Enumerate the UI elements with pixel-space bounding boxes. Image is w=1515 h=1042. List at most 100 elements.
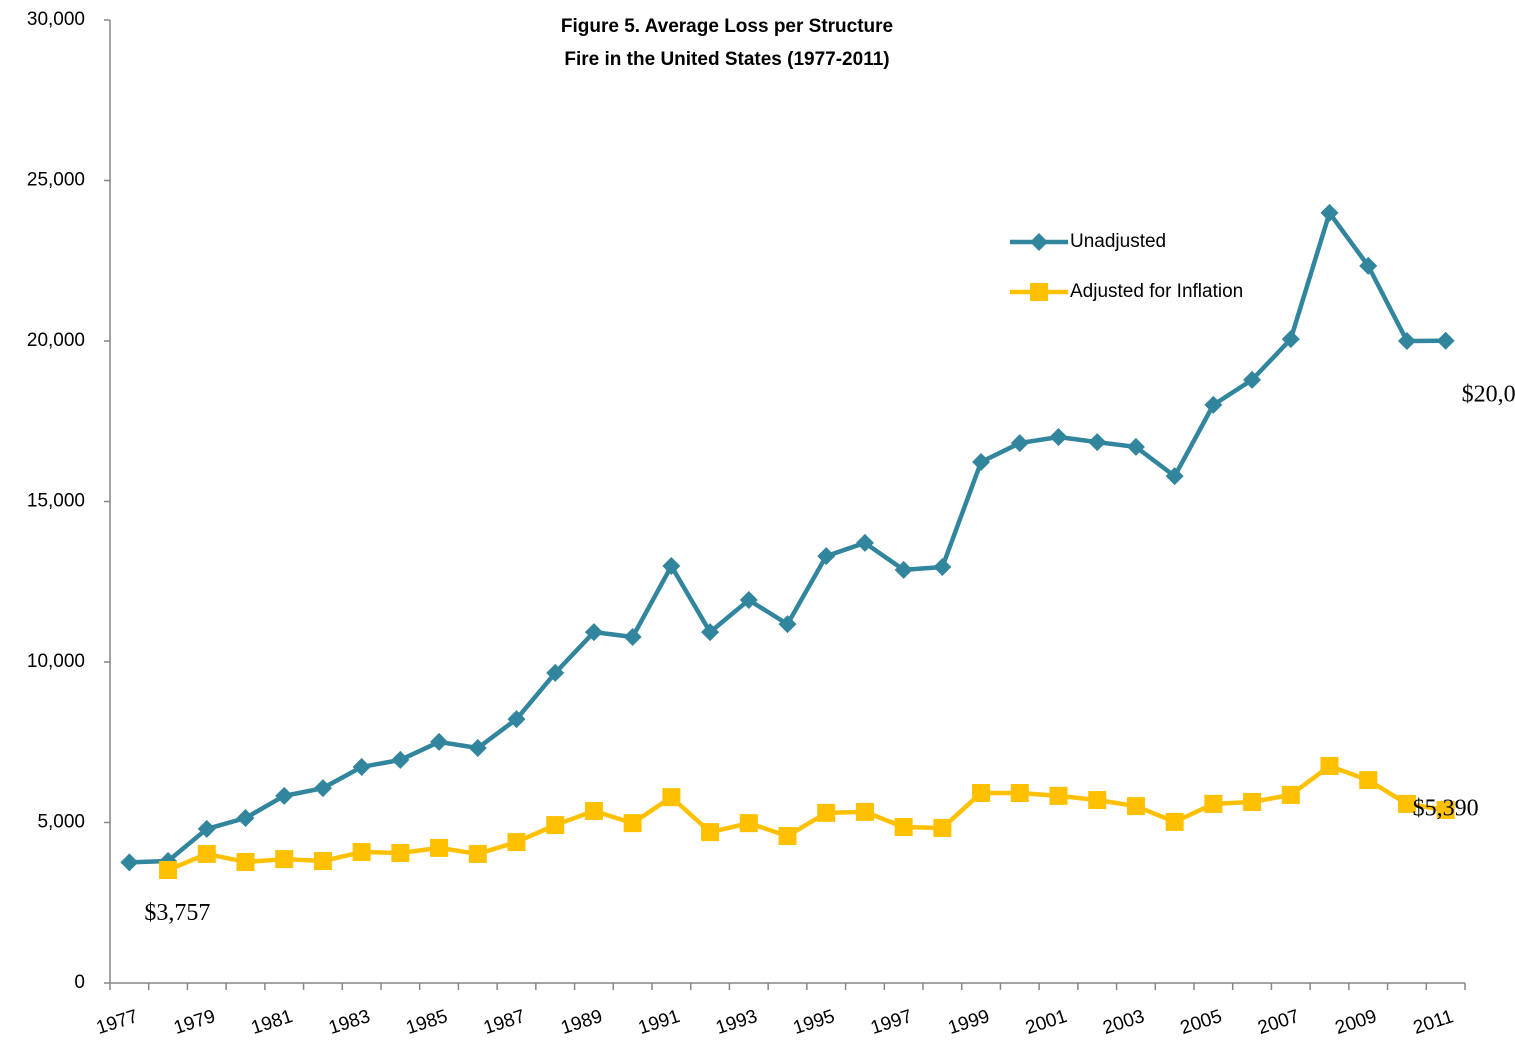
x-tick-label: 1987	[481, 1006, 528, 1039]
marker	[313, 852, 332, 871]
marker	[1126, 437, 1145, 456]
marker	[507, 833, 526, 852]
x-tick-label: 2003	[1100, 1006, 1147, 1039]
marker	[584, 623, 603, 642]
x-tick-label: 2007	[1255, 1006, 1302, 1039]
series-line	[167, 763, 1446, 873]
marker	[778, 826, 797, 845]
marker	[817, 547, 836, 566]
marker	[1010, 783, 1029, 802]
legend-label: Adjusted for Inflation	[1070, 281, 1243, 302]
marker	[391, 750, 410, 769]
marker	[275, 850, 294, 869]
marker	[352, 757, 371, 776]
marker	[1320, 757, 1339, 776]
marker	[933, 818, 952, 837]
marker	[430, 732, 449, 751]
marker	[1030, 283, 1048, 301]
series-line	[129, 210, 1446, 865]
marker	[468, 739, 487, 758]
marker	[972, 783, 991, 802]
marker	[159, 861, 178, 880]
marker	[236, 852, 255, 871]
marker	[817, 803, 836, 822]
marker	[662, 788, 681, 807]
marker	[546, 816, 565, 835]
marker	[1204, 395, 1223, 414]
marker	[313, 779, 332, 798]
x-tick-label: 1997	[868, 1006, 915, 1039]
marker	[1436, 800, 1455, 819]
marker	[894, 817, 913, 836]
marker	[430, 838, 449, 857]
marker	[1359, 771, 1378, 790]
marker	[507, 710, 526, 729]
marker	[855, 533, 874, 552]
x-tick-label: 1993	[713, 1006, 760, 1039]
y-tick-label: 20,000	[27, 330, 85, 351]
value-label: $5,390	[1413, 795, 1479, 821]
value-label: $3,757	[144, 900, 210, 926]
marker	[1165, 467, 1184, 486]
marker	[701, 823, 720, 842]
marker	[352, 843, 371, 862]
marker	[1165, 812, 1184, 831]
marker	[1397, 332, 1416, 350]
y-tick-label: 5,000	[37, 812, 85, 833]
marker	[972, 453, 991, 472]
marker	[1243, 792, 1262, 811]
marker	[1088, 791, 1107, 810]
marker	[894, 560, 913, 579]
x-tick-label: 1983	[326, 1006, 373, 1039]
marker	[1243, 370, 1262, 389]
x-tick-label: 2009	[1333, 1006, 1380, 1039]
marker	[391, 843, 410, 862]
x-tick-label: 1999	[946, 1006, 993, 1039]
marker	[1397, 794, 1416, 813]
marker	[1359, 256, 1378, 275]
x-tick-label: 1991	[636, 1006, 683, 1039]
marker	[623, 627, 642, 646]
marker	[933, 557, 952, 576]
marker	[1320, 203, 1339, 222]
marker	[1436, 331, 1455, 350]
chart-title: Fire in the United States (1977-2011)	[564, 49, 889, 70]
marker	[1204, 794, 1223, 813]
marker	[120, 853, 139, 872]
marker	[623, 814, 642, 833]
marker	[662, 557, 681, 576]
y-tick-label: 30,000	[27, 9, 85, 30]
marker	[739, 591, 758, 610]
marker	[468, 844, 487, 863]
marker	[1049, 427, 1068, 446]
marker	[197, 844, 216, 863]
x-tick-label: 1985	[404, 1006, 451, 1039]
chart-title: Figure 5. Average Loss per Structure	[561, 16, 893, 37]
y-tick-label: 0	[74, 972, 85, 993]
marker	[1010, 434, 1029, 453]
marker	[1281, 785, 1300, 804]
marker	[1126, 797, 1145, 816]
marker	[1030, 233, 1048, 251]
x-tick-label: 1977	[94, 1006, 141, 1039]
x-tick-label: 1981	[249, 1006, 296, 1039]
marker	[1049, 786, 1068, 805]
marker	[546, 663, 565, 682]
value-label: $20,006	[1462, 381, 1515, 407]
y-tick-label: 25,000	[27, 170, 85, 191]
marker	[236, 809, 255, 828]
marker	[197, 819, 216, 838]
x-tick-label: 1979	[171, 1006, 218, 1039]
x-tick-label: 1995	[791, 1006, 838, 1039]
marker	[275, 786, 294, 805]
marker	[701, 623, 720, 642]
marker	[778, 615, 797, 634]
marker	[584, 801, 603, 820]
y-tick-label: 15,000	[27, 491, 85, 512]
y-tick-label: 10,000	[27, 651, 85, 672]
marker	[855, 802, 874, 821]
marker	[1281, 330, 1300, 349]
x-tick-label: 2005	[1178, 1006, 1225, 1039]
x-tick-label: 2001	[1023, 1006, 1070, 1039]
